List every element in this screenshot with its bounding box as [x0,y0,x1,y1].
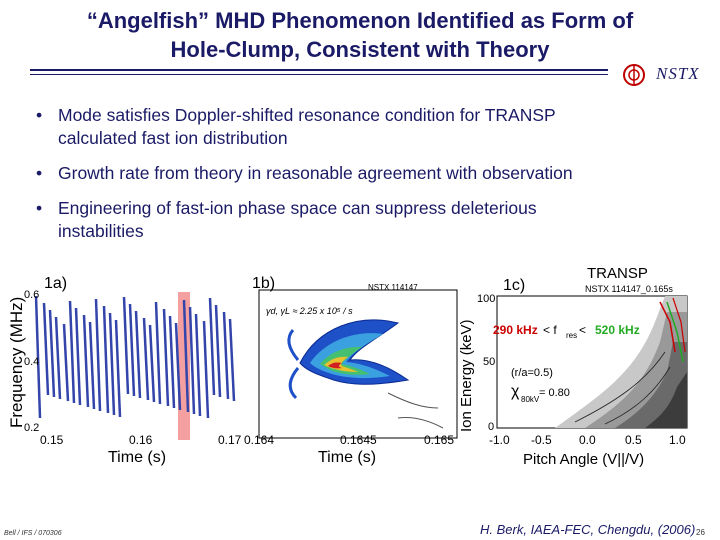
spectrogram-burst [202,320,210,419]
x-tick: 0.165 [424,433,454,447]
panel-1c-distribution: TRANSP NSTX 114147_0.165s 1c) 290 kHz < … [458,265,688,468]
spectrogram-burst [82,314,90,408]
chi-symbol: χ [511,383,520,400]
title-line-1: “Angelfish” MHD Phenomenon Identified as… [86,8,634,33]
spectrogram-burst [142,317,150,401]
resonance-sub: res [566,331,577,340]
chi-subscript: 80kV [521,395,540,404]
resonance-f: < f [543,323,557,337]
growth-rate-formula: γd, γL ≈ 2.25 x 10⁵ / s [266,306,353,316]
x-tick: 1.0 [669,433,686,447]
title-underline-thin [30,74,608,75]
spectrogram-burst [148,324,156,403]
bullet-text: Growth rate from theory in reasonable ag… [58,163,573,183]
panel-1a-ylabel: Frequency (MHz) [7,297,26,428]
footer-citation: H. Berk, IAEA-FEC, Chengdu, (2006) [480,522,696,537]
x-tick: 0.164 [244,433,274,447]
title-underline [30,69,608,71]
bullet-list: • Mode satisfies Doppler-shifted resonan… [36,104,696,255]
spectrogram-burst [162,308,170,407]
y-tick: 0.6 [24,289,39,301]
spectrogram-burst [222,311,230,400]
bullet-text: Engineering of fast-ion phase space can … [58,198,537,218]
x-tick: 0.17 [218,433,242,447]
resonance-lt: < [579,323,586,337]
panel-1b-xlabel: Time (s) [318,449,376,466]
nstx-logo-icon [623,64,645,86]
distribution-contours [555,296,687,428]
panel-1c-label: 1c) [503,277,525,294]
spectrogram-burst [68,300,76,404]
bullet-dot-icon: • [36,198,43,218]
y-tick: 0.2 [24,422,39,434]
bullet-text: Mode satisfies Doppler-shifted resonance… [58,105,556,125]
spectrogram-burst [62,323,70,402]
panel-1a-spectrogram: 1a) Frequency (MHz) 0.6 0.4 0.2 0.15 0.1… [7,275,242,466]
spectrogram-burst [208,297,216,396]
panel-1b-label: 1b) [252,275,275,292]
spectrogram-burst [102,305,110,414]
spectrogram-burst [182,299,190,413]
y-tick: 0.4 [24,356,39,368]
panel-1a-label: 1a) [44,275,67,292]
angelfish-contours [287,319,444,429]
spectrogram-burst [134,310,142,399]
panel-1c-ylabel: Ion Energy (keV) [458,319,475,432]
spectrogram-burst [54,316,62,400]
bullet-dot-icon: • [36,163,43,183]
spectrogram-burst [214,304,222,398]
panel-1c-xlabel: Pitch Angle (V||/V) [523,451,644,468]
panel-1b-phase-space: 1b) NSTX 114147 γd, γL ≈ 2.25 x 10⁵ / s … [244,275,458,466]
spectrogram-burst [108,312,116,416]
spectrogram-burst [228,318,236,402]
spectrogram-burst [154,301,162,405]
panel-1a-xlabel: Time (s) [108,449,166,466]
spectrogram-burst [42,302,50,396]
bullet-text-cont: calculated fast ion distribution [58,128,288,148]
x-tick: 0.16 [129,433,153,447]
bullet-item: • Mode satisfies Doppler-shifted resonan… [36,104,696,150]
bullet-item: • Engineering of fast-ion phase space ca… [36,197,696,243]
spectrogram-burst [74,307,82,406]
y-tick: 100 [477,293,495,305]
spectrogram-burst [188,306,196,415]
spectrogram-burst [174,322,182,411]
spectrogram-burst [122,296,130,395]
y-tick: 0 [488,421,494,433]
bullet-item: • Growth rate from theory in reasonable … [36,162,696,185]
spectrogram-burst [128,303,136,397]
spectrogram-burst [48,309,56,398]
bullet-dot-icon: • [36,105,43,125]
bullet-text-cont: instabilities [58,221,144,241]
x-tick: -0.5 [531,433,552,447]
y-tick: 50 [483,356,495,368]
spectrogram-burst [94,298,102,412]
slide-title: “Angelfish” MHD Phenomenon Identified as… [0,6,720,64]
resonance-low: 290 kHz [493,323,538,337]
page-number: 26 [696,528,705,537]
title-line-2: Hole-Clump, Consistent with Theory [170,37,550,62]
spectrogram-burst [168,315,176,409]
ra-label: (r/a=0.5) [511,367,553,379]
spectrogram-burst [194,313,202,417]
x-tick: 0.0 [579,433,596,447]
spectrogram-bursts [34,295,236,419]
x-tick: -1.0 [489,433,510,447]
logo-text: NSTX [656,64,700,83]
panel-1c-header: TRANSP [587,265,648,282]
x-tick: 0.1645 [340,433,377,447]
x-tick: 0.5 [625,433,642,447]
x-tick: 0.15 [40,433,64,447]
spectrogram-burst [114,319,122,418]
resonance-high: 520 kHz [595,323,640,337]
chi-value: = 0.80 [539,387,570,399]
panel-1b-header: NSTX 114147 [368,283,418,292]
panel-1c-subheader: NSTX 114147_0.165s [585,284,673,294]
spectrogram-burst [34,295,42,419]
spectrogram-burst [88,321,96,410]
footer-left: Bell / IFS / 070306 [4,530,62,537]
